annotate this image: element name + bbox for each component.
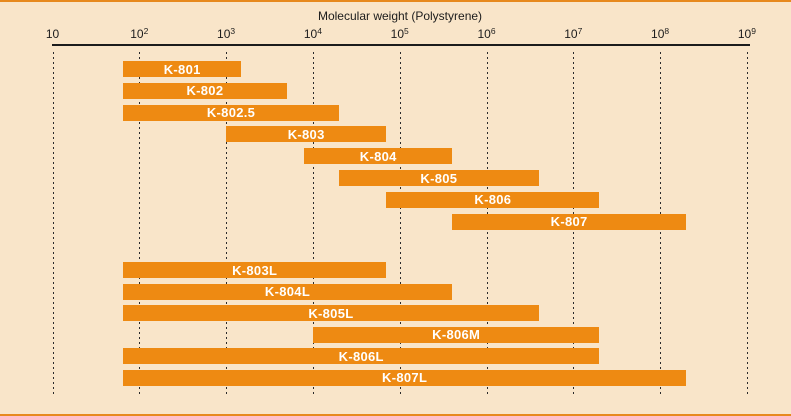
range-bar-K-804: K-804: [304, 148, 452, 165]
x-tick-10e6: 106: [477, 26, 496, 41]
gridline-10e4: [312, 52, 314, 397]
gridline-10e9: [746, 52, 748, 397]
bottom-border: [0, 414, 791, 416]
gridline-10e2: [139, 52, 141, 397]
bar-label: K-804: [359, 148, 397, 164]
x-tick-10e8: 108: [651, 26, 670, 41]
range-bar-K-802: K-802: [123, 82, 287, 99]
bar-label: K-805L: [308, 305, 354, 321]
x-tick-10e3: 103: [217, 26, 236, 41]
x-tick-10e2: 102: [130, 26, 149, 41]
range-bar-K-805: K-805: [339, 170, 539, 186]
range-bar-K-806: K-806: [386, 191, 600, 208]
bar-label: K-803: [287, 126, 325, 142]
range-bar-K-804L: K-804L: [123, 283, 452, 300]
bar-label: K-801: [163, 61, 201, 77]
gridline-10e1: [52, 52, 54, 397]
bar-label: K-802: [186, 83, 224, 99]
x-axis-line: [52, 44, 750, 46]
gridline-10e5: [399, 52, 401, 397]
bar-label: K-803L: [232, 262, 278, 278]
x-tick-10e1: 10: [45, 27, 60, 41]
range-bar-K-803: K-803: [226, 126, 387, 143]
range-bar-K-805L: K-805L: [123, 305, 539, 321]
gridline-10e3: [226, 52, 228, 397]
range-bar-K-802.5: K-802.5: [123, 104, 339, 121]
bar-label: K-806L: [338, 348, 384, 364]
x-tick-10e5: 105: [390, 26, 409, 41]
axis-title: Molecular weight (Polystyrene): [317, 9, 483, 23]
bar-label: K-807: [550, 214, 588, 230]
range-bar-K-807L: K-807L: [123, 369, 687, 386]
x-tick-10e7: 107: [564, 26, 583, 41]
bar-label: K-806M: [432, 327, 481, 342]
bar-label: K-806: [474, 192, 512, 208]
range-bar-K-807: K-807: [451, 213, 687, 230]
range-bar-K-806L: K-806L: [123, 348, 600, 364]
range-bar-K-801: K-801: [123, 61, 242, 77]
range-bar-K-806M: K-806M: [312, 326, 600, 343]
bar-label: K-805: [420, 170, 458, 186]
x-tick-10e9: 109: [737, 26, 756, 41]
top-border: [0, 0, 791, 2]
bar-label: K-807L: [382, 370, 428, 385]
bar-label: K-802.5: [206, 105, 256, 121]
range-bar-K-803L: K-803L: [123, 262, 387, 278]
bar-label: K-804L: [264, 284, 311, 299]
x-tick-10e4: 104: [303, 26, 322, 41]
